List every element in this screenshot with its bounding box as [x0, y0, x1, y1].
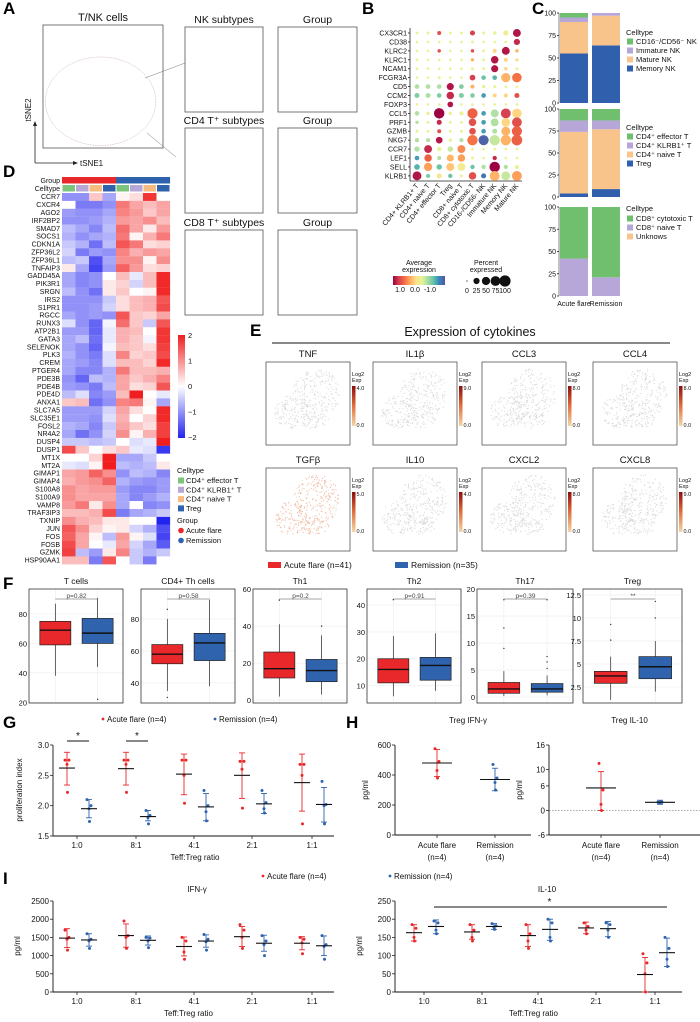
tsne-frame	[277, 26, 358, 113]
panel-label-f: F	[3, 574, 13, 593]
panel-label-c: C	[532, 0, 544, 18]
panel-label-b: B	[362, 0, 374, 18]
tsne-title: CD4 T⁺ subtypes	[184, 115, 265, 127]
tsne-title: NK subtypes	[194, 14, 254, 26]
panel-label-h: H	[346, 713, 358, 732]
panel-label-e: E	[250, 321, 261, 340]
panel-label-g: G	[3, 713, 16, 732]
panel-label-d: D	[3, 162, 15, 181]
tsne-title: T/NK cells	[78, 12, 129, 24]
tsne-frame	[42, 24, 164, 149]
panel-label-a: A	[3, 0, 15, 18]
panel-label-i: I	[3, 869, 8, 888]
tsne-frame	[184, 26, 264, 113]
tsne-title: Group	[303, 14, 332, 26]
tsne-frame	[184, 127, 264, 214]
